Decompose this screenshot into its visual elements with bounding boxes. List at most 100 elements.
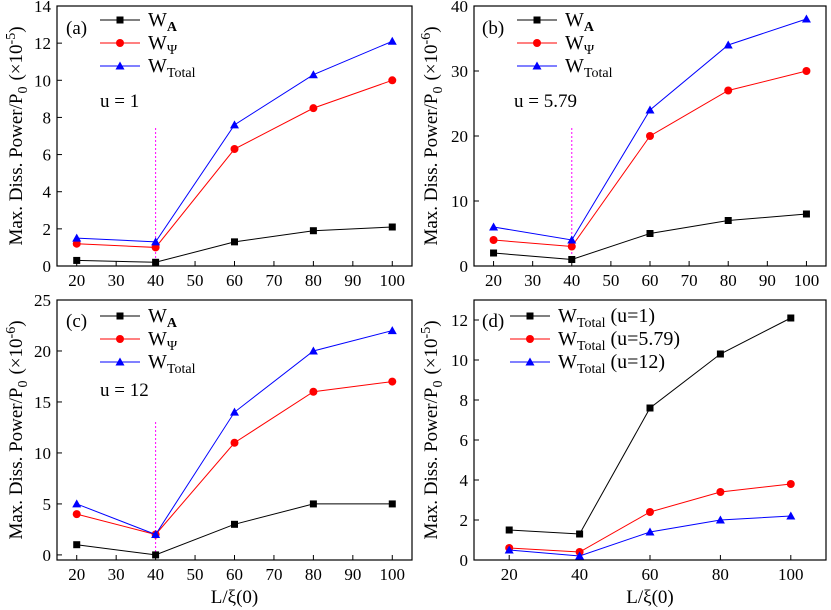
x-tick-label: 100 (794, 271, 820, 290)
data-point (504, 545, 514, 554)
series-line-2 (493, 18, 807, 241)
data-point (230, 438, 239, 447)
panel-label: (b) (482, 18, 504, 39)
legend-entry: WΨ (565, 32, 595, 58)
data-point (308, 346, 318, 355)
data-point (567, 235, 577, 244)
data-point (231, 520, 238, 528)
x-tick-label: 50 (602, 271, 619, 290)
x-tick-label: 60 (226, 565, 243, 584)
y-tick-label: 20 (451, 127, 468, 146)
legend-subscript: A (584, 20, 595, 35)
x-tick-label: 80 (305, 271, 322, 290)
y-tick-label: 10 (451, 351, 468, 370)
y-axis-label-ylabel-close: ) (421, 26, 442, 32)
y-tick-label: 0 (43, 546, 52, 565)
legend-marker (533, 39, 541, 47)
legend-entry: WTotal (u=12) (558, 351, 665, 377)
legend-name: W (558, 351, 577, 373)
x-tick-label: 40 (571, 565, 588, 584)
y-tick-label: 0 (460, 257, 469, 276)
data-point (73, 541, 81, 549)
legend-subscript: Total (167, 362, 196, 377)
legend-entry: WΨ (148, 32, 178, 58)
legend-marker (525, 357, 535, 366)
legend-subscript: A (167, 20, 178, 35)
data-point (489, 236, 498, 244)
legend-subscript: A (167, 316, 178, 331)
legend-name: W (148, 32, 167, 54)
y-tick-label: 2 (43, 220, 52, 239)
y-axis-label-ylabel-close: ) (6, 320, 27, 326)
y-tick-label: 15 (34, 393, 51, 412)
y-axis-label-ylabel: Max. Diss. Power/P (421, 388, 442, 540)
y-tick-label: 2 (460, 511, 469, 530)
y-tick-label: 8 (43, 108, 52, 127)
data-point (72, 233, 82, 242)
x-tick-label: 20 (68, 565, 85, 584)
panel-label: (c) (66, 311, 87, 332)
legend-entry: WA (148, 305, 178, 331)
legend-subscript: Ψ (167, 43, 178, 58)
legend-subscript: Ψ (167, 339, 178, 354)
y-axis-label-ylabel-sub: 0 (16, 381, 31, 388)
y-axis-label-ylabel-unit: (×10 (6, 338, 27, 374)
legend-marker (115, 357, 125, 366)
data-point (802, 67, 811, 75)
legend-entry: WTotal (u=1) (558, 305, 655, 331)
y-axis-label: Max. Diss. Power/P0 (×10-5) (4, 26, 31, 245)
data-point (388, 377, 397, 386)
data-point (786, 480, 795, 488)
x-tick-label: 30 (108, 565, 125, 584)
data-point (716, 488, 725, 496)
legend-subscript: Total (577, 316, 606, 331)
series-line-2 (76, 40, 393, 243)
x-tick-label: 90 (759, 271, 776, 290)
data-point (388, 223, 396, 231)
data-point (151, 243, 160, 252)
x-tick-label: 70 (265, 271, 282, 290)
x-tick-label: 90 (344, 271, 361, 290)
data-point (231, 238, 238, 246)
data-point (646, 132, 654, 140)
data-point (786, 511, 796, 520)
data-point (309, 227, 317, 235)
y-axis-label-ylabel-exp: -5 (419, 327, 434, 339)
legend-name: W (565, 9, 584, 31)
y-tick-label: 4 (460, 471, 469, 490)
data-point (152, 258, 160, 266)
data-point (72, 510, 81, 519)
y-tick-label: 25 (34, 291, 51, 310)
series-line-0 (76, 503, 393, 556)
x-tick-label: 70 (681, 271, 698, 290)
y-tick-label: 30 (451, 62, 468, 81)
y-tick-label: 20 (34, 342, 51, 361)
legend-entry: WΨ (148, 328, 178, 354)
x-tick-label: 60 (642, 271, 659, 290)
legend-suffix: (u=12) (605, 351, 665, 373)
data-point (646, 230, 654, 237)
parameter-annotation: u = 12 (100, 380, 149, 401)
y-axis-label-ylabel-exp: -5 (4, 33, 19, 45)
data-point (489, 222, 499, 231)
y-tick-label: 0 (43, 257, 52, 276)
y-axis-label-ylabel: Max. Diss. Power/P (421, 94, 442, 246)
legend-marker (532, 61, 542, 70)
data-point (802, 210, 810, 218)
data-point (646, 404, 654, 412)
panel-label: (a) (66, 18, 87, 39)
data-point (724, 217, 732, 224)
x-tick-label: 20 (68, 271, 85, 290)
y-tick-label: 12 (34, 34, 51, 53)
y-tick-label: 6 (460, 431, 469, 450)
y-axis-label-ylabel-close: ) (6, 26, 27, 32)
y-tick-label: 4 (43, 183, 52, 202)
y-axis-label-ylabel-unit: (×10 (421, 338, 442, 374)
x-tick-label: 20 (485, 271, 502, 290)
y-tick-label: 0 (460, 551, 469, 570)
data-point (387, 326, 397, 335)
data-point (567, 242, 576, 251)
